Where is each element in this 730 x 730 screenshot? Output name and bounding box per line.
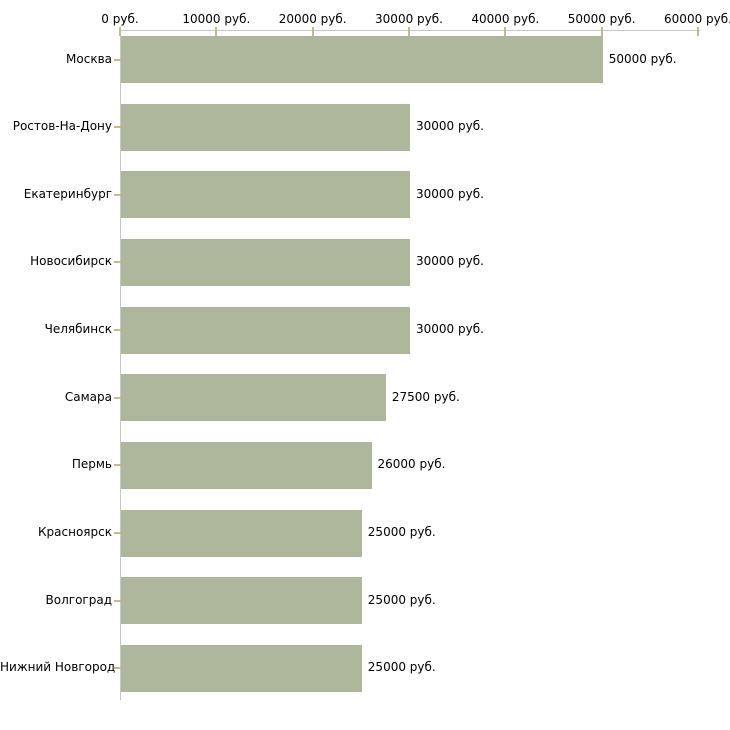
x-axis-tick-label: 10000 руб. xyxy=(182,12,251,26)
value-label: 25000 руб. xyxy=(367,525,436,540)
category-tick-mark xyxy=(114,667,121,670)
category-tick-mark xyxy=(114,396,121,399)
value-label: 30000 руб. xyxy=(416,254,484,269)
bar-8 xyxy=(121,577,362,625)
category-label: Челябинск xyxy=(44,322,112,337)
x-axis-tick-mark xyxy=(600,27,603,36)
category-tick-mark xyxy=(114,261,121,264)
bar-7 xyxy=(121,509,362,557)
x-axis-tick-mark xyxy=(311,27,314,36)
category-tick-mark xyxy=(114,126,121,129)
bar-9 xyxy=(121,644,362,692)
category-label: Новосибирск xyxy=(30,254,112,269)
bar-2 xyxy=(121,171,410,219)
x-axis-tick-label: 50000 руб. xyxy=(567,12,636,26)
bar-0 xyxy=(121,36,603,83)
value-label: 25000 руб. xyxy=(367,660,436,675)
category-tick-mark xyxy=(114,532,121,535)
category-label: Самара xyxy=(64,389,112,404)
x-axis-line xyxy=(120,30,700,31)
value-label: 26000 руб. xyxy=(377,457,446,472)
category-label: Ростов-На-Дону xyxy=(12,119,112,134)
category-label: Екатеринбург xyxy=(23,186,112,201)
value-label: 30000 руб. xyxy=(416,186,484,201)
category-tick-mark xyxy=(114,329,121,332)
bar-5 xyxy=(121,374,386,422)
value-label: 30000 руб. xyxy=(416,119,484,134)
value-label: 30000 руб. xyxy=(416,322,484,337)
x-axis-tick-mark xyxy=(119,27,121,36)
x-axis-tick-mark xyxy=(215,27,218,36)
x-axis-tick-mark xyxy=(504,27,507,36)
category-label: Пермь xyxy=(71,457,112,472)
category-tick-mark xyxy=(114,58,121,61)
category-tick-mark xyxy=(114,193,121,196)
x-axis-tick-label: 20000 руб. xyxy=(278,12,347,26)
y-axis-line xyxy=(120,30,121,700)
value-label: 25000 руб. xyxy=(367,592,436,607)
x-axis-tick-label: 0 руб. xyxy=(101,12,139,26)
category-tick-mark xyxy=(114,464,121,467)
x-axis-tick-mark xyxy=(408,27,410,36)
bar-1 xyxy=(121,103,410,151)
x-axis-tick-mark xyxy=(697,27,699,36)
category-label: Москва xyxy=(66,51,112,66)
category-tick-mark xyxy=(114,599,121,602)
bar-3 xyxy=(121,238,410,286)
category-label: Нижний Новгород xyxy=(0,660,116,675)
bar-4 xyxy=(121,306,410,354)
x-axis-tick-label: 30000 руб. xyxy=(375,12,443,26)
category-label: Волгоград xyxy=(45,592,112,607)
value-label: 50000 руб. xyxy=(608,51,677,66)
x-axis-tick-label: 60000 руб. xyxy=(664,12,730,26)
category-label: Красноярск xyxy=(38,525,112,540)
x-axis-tick-label: 40000 руб. xyxy=(471,12,540,26)
bar-6 xyxy=(121,441,372,489)
value-label: 27500 руб. xyxy=(391,389,460,404)
